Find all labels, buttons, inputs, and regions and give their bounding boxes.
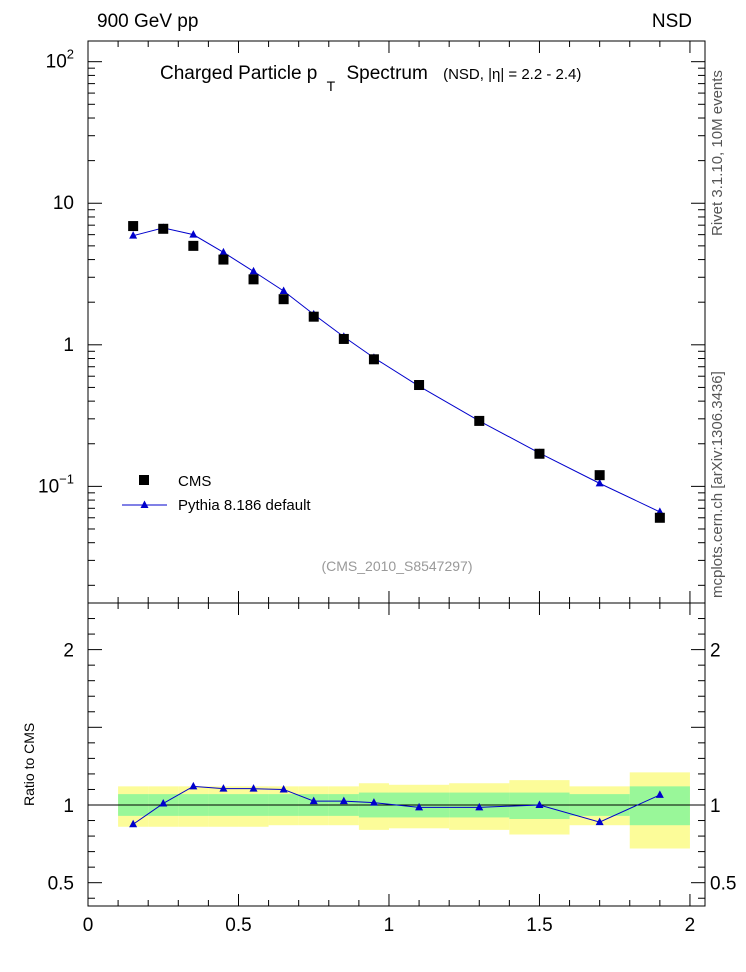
main-mc-point-4 bbox=[249, 266, 258, 275]
ratio-plot-frame bbox=[87, 602, 706, 907]
x-tick-label-1: 0.5 bbox=[225, 915, 251, 936]
y-tick-label-base-3: 10 bbox=[46, 52, 67, 73]
main-mc-point-3 bbox=[219, 247, 228, 256]
ratio-mc-point-7 bbox=[339, 796, 348, 805]
chart-title-rest: Spectrum bbox=[347, 63, 428, 84]
ratio-mc-line bbox=[132, 785, 661, 825]
y-tick-label-base-2: 10 bbox=[53, 193, 74, 214]
main-data-point-13 bbox=[654, 512, 665, 523]
main-mc-line bbox=[133, 227, 661, 513]
main-mc-point-12 bbox=[595, 478, 604, 487]
ratio-mc-point-12 bbox=[595, 817, 604, 826]
main-data-point-0 bbox=[128, 221, 139, 232]
main-data-point-1 bbox=[158, 223, 169, 234]
ratio-y-tick-label-right-2: 2 bbox=[710, 641, 721, 662]
chart-title-main: Charged Particle p bbox=[160, 63, 317, 84]
main-mc-point-0 bbox=[129, 231, 138, 239]
y-tick-label-base-0: 10 bbox=[38, 476, 59, 497]
y-tick-label-2: 10 bbox=[53, 193, 74, 214]
x-tick-label-4: 2 bbox=[685, 915, 696, 936]
legend-label-pythia: Pythia 8.186 default bbox=[178, 497, 311, 514]
side-label-top: Rivet 3.1.10, 10M events bbox=[709, 70, 726, 236]
ratio-mc-point-6 bbox=[309, 796, 318, 805]
main-data-point-11 bbox=[534, 448, 545, 459]
series-lines bbox=[132, 227, 661, 825]
ratio-mc-point-2 bbox=[189, 781, 198, 790]
main-data-point-2 bbox=[188, 240, 199, 251]
header-right-label: NSD bbox=[652, 11, 692, 32]
main-data-point-7 bbox=[338, 333, 349, 344]
ratio-y-tick-label-left-2: 2 bbox=[63, 641, 74, 662]
header-left-label: 900 GeV pp bbox=[97, 11, 198, 32]
main-data-point-12 bbox=[594, 470, 605, 481]
ratio-mc-point-11 bbox=[535, 800, 544, 808]
x-tick-label-3: 1.5 bbox=[526, 915, 552, 936]
ratio-mc-point-5 bbox=[279, 784, 288, 793]
y-tick-label-0: 10−1 bbox=[38, 471, 74, 497]
ratio-y-tick-label-left-0: 0.5 bbox=[48, 874, 74, 895]
y-tick-label-base-1: 1 bbox=[63, 335, 74, 356]
ratio-y-tick-label-left-1: 1 bbox=[63, 796, 74, 817]
ratio-mc-point-0 bbox=[129, 819, 138, 828]
legend-marker-cms bbox=[139, 475, 149, 485]
y-tick-label-1: 1 bbox=[63, 335, 74, 356]
chart-title-suffix: (NSD, |η| = 2.2 - 2.4) bbox=[443, 66, 581, 83]
chart-title: Charged Particle p T Spectrum (NSD, |η| … bbox=[160, 63, 581, 96]
side-label-bottom: mcplots.cern.ch [arXiv:1306.3436] bbox=[709, 371, 726, 598]
main-data-point-9 bbox=[414, 380, 425, 391]
main-data-point-10 bbox=[474, 415, 485, 426]
main-data-point-6 bbox=[308, 311, 319, 322]
ratio-mc-point-13 bbox=[655, 790, 664, 798]
x-tick-label-2: 1 bbox=[384, 915, 395, 936]
main-plot-frame bbox=[87, 40, 706, 604]
ratio-bands bbox=[118, 772, 690, 849]
ratio-mc-point-10 bbox=[475, 802, 484, 811]
ratio-mc-point-3 bbox=[219, 784, 228, 792]
analysis-tag: (CMS_2010_S8547297) bbox=[322, 558, 473, 574]
main-mc-point-5 bbox=[279, 286, 288, 294]
ratio-y-axis-label: Ratio to CMS bbox=[21, 723, 37, 806]
ratio-mc-point-4 bbox=[249, 784, 258, 792]
main-data-point-4 bbox=[248, 274, 259, 285]
y-tick-label-3: 102 bbox=[46, 47, 74, 73]
ratio-mc-point-9 bbox=[415, 802, 424, 811]
ratio-mc-point-8 bbox=[369, 798, 378, 806]
y-tick-label-exp-3: 2 bbox=[67, 47, 74, 62]
y-tick-label-exp-0: −1 bbox=[59, 471, 74, 486]
ratio-y-tick-label-right-1: 1 bbox=[710, 796, 721, 817]
main-data-point-3 bbox=[218, 254, 229, 265]
series-markers bbox=[128, 221, 665, 828]
main-data-point-8 bbox=[368, 354, 379, 365]
legend-label-cms: CMS bbox=[178, 473, 211, 490]
ratio-y-tick-label-right-0: 0.5 bbox=[710, 874, 736, 895]
ratio-mc-point-1 bbox=[159, 798, 168, 807]
main-data-point-5 bbox=[278, 294, 289, 305]
legend: CMS Pythia 8.186 default bbox=[122, 473, 311, 514]
main-mc-point-2 bbox=[189, 230, 198, 238]
x-tick-label-0: 0 bbox=[83, 915, 94, 936]
chart-title-sub: T bbox=[327, 78, 336, 94]
legend-marker-pythia bbox=[140, 500, 149, 508]
